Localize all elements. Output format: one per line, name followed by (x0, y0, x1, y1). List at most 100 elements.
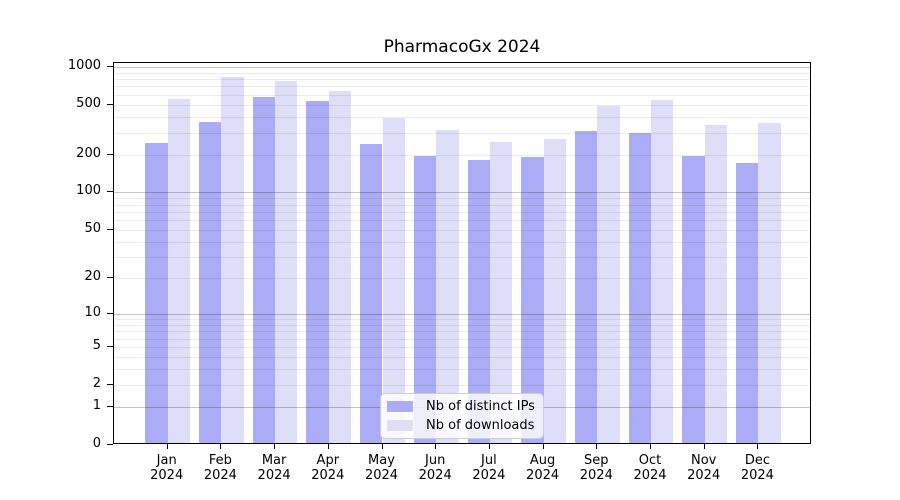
minor-gridline (114, 104, 810, 106)
minor-gridline (114, 86, 810, 88)
legend-item-distinct-ips: Nb of distinct IPs (387, 398, 537, 415)
x-tick (488, 444, 490, 449)
month-label: Aug (529, 453, 556, 468)
bar-downloads-jul (489, 141, 513, 443)
y-tick-label: 1000 (67, 57, 101, 73)
y-tick-label: 0 (92, 436, 101, 451)
y-tick-label: 10 (84, 304, 101, 320)
minor-gridline (114, 384, 810, 386)
y-tick-label: 5 (92, 337, 101, 353)
month-label: Jul (481, 453, 497, 468)
x-tick-label: Jul 2024 (458, 453, 520, 483)
minor-gridline (114, 220, 810, 222)
bar-distinct-ips-oct (628, 132, 651, 443)
minor-gridline (114, 229, 810, 231)
downloads-swatch (387, 420, 413, 431)
legend: Nb of distinct IPs Nb of downloads (380, 393, 544, 439)
minor-gridline (114, 72, 810, 74)
y-tick (107, 444, 113, 445)
x-tick (220, 444, 222, 449)
year-label: 2024 (526, 468, 560, 483)
month-label: Mar (261, 453, 287, 468)
major-gridline (114, 66, 810, 68)
year-label: 2024 (472, 468, 506, 483)
year-label: 2024 (311, 468, 345, 483)
bar-distinct-ips-apr (306, 100, 329, 443)
bar-downloads-mar (275, 81, 298, 443)
bar-downloads-jun (436, 129, 459, 443)
x-tick-label: Jan 2024 (136, 453, 198, 483)
year-label: 2024 (579, 468, 613, 483)
y-tick (107, 345, 113, 347)
month-label: Jun (425, 453, 446, 468)
bar-downloads-dec (758, 123, 781, 443)
bar-distinct-ips-sep (574, 130, 598, 443)
y-tick-label: 100 (76, 183, 101, 199)
minor-gridline (114, 356, 810, 358)
y-tick (107, 228, 113, 230)
year-label: 2024 (633, 468, 667, 483)
x-tick-label: Mar 2024 (243, 453, 305, 483)
bar-downloads-oct (651, 100, 674, 443)
bar-distinct-ips-feb (199, 122, 222, 443)
x-tick-label: Nov 2024 (673, 453, 735, 483)
y-tick (107, 65, 113, 67)
y-tick-label: 500 (76, 95, 101, 111)
year-label: 2024 (257, 468, 291, 483)
year-label: 2024 (203, 468, 237, 483)
minor-gridline (114, 324, 810, 326)
bar-downloads-feb (221, 77, 244, 443)
minor-gridline (114, 94, 810, 96)
minor-gridline (114, 154, 810, 156)
minor-gridline (114, 117, 810, 118)
bar-downloads-apr (328, 91, 352, 443)
bar-downloads-jan (167, 99, 191, 443)
x-tick-label: Oct 2024 (619, 453, 681, 483)
month-label: Feb (208, 453, 232, 468)
minor-gridline (114, 338, 810, 340)
x-tick (596, 444, 598, 449)
minor-gridline (114, 257, 810, 259)
minor-gridline (114, 346, 810, 348)
minor-gridline (114, 369, 810, 371)
plot-area: Nb of distinct IPs Nb of downloads (113, 62, 811, 444)
year-label: 2024 (364, 468, 399, 483)
minor-gridline (114, 278, 810, 280)
bar-distinct-ips-aug (521, 157, 544, 443)
y-tick (107, 103, 113, 105)
bar-downloads-nov (704, 124, 728, 443)
x-tick-label: May 2024 (351, 453, 413, 483)
x-tick (542, 444, 544, 449)
distinct-ips-swatch (387, 401, 413, 412)
bar-distinct-ips-mar (252, 97, 276, 443)
minor-gridline (114, 319, 810, 320)
x-tick-label: Feb 2024 (189, 453, 251, 483)
legend-label: Nb of downloads (426, 417, 535, 433)
minor-gridline (114, 79, 810, 81)
bar-downloads-aug (543, 138, 566, 443)
y-tick-label: 200 (76, 145, 101, 161)
year-label: 2024 (150, 468, 184, 483)
month-label: Oct (638, 453, 662, 468)
minor-gridline (114, 331, 810, 333)
month-label: Dec (744, 453, 770, 468)
minor-gridline (114, 241, 810, 243)
legend-item-downloads: Nb of downloads (387, 417, 537, 434)
y-tick-label: 50 (84, 220, 101, 236)
month-label: Apr (316, 453, 340, 468)
y-tick (107, 191, 113, 193)
x-tick-label: Sep 2024 (565, 453, 627, 483)
y-tick-label: 1 (92, 398, 101, 414)
month-label: Nov (691, 453, 717, 468)
year-label: 2024 (418, 468, 452, 483)
x-tick (274, 444, 276, 449)
x-tick (703, 444, 705, 449)
y-tick (107, 312, 113, 314)
year-label: 2024 (740, 468, 774, 483)
y-tick (107, 406, 113, 408)
minor-gridline (114, 204, 810, 206)
bar-distinct-ips-jan (145, 142, 168, 443)
y-tick (107, 277, 113, 279)
year-label: 2024 (687, 468, 721, 483)
y-tick (107, 153, 113, 155)
